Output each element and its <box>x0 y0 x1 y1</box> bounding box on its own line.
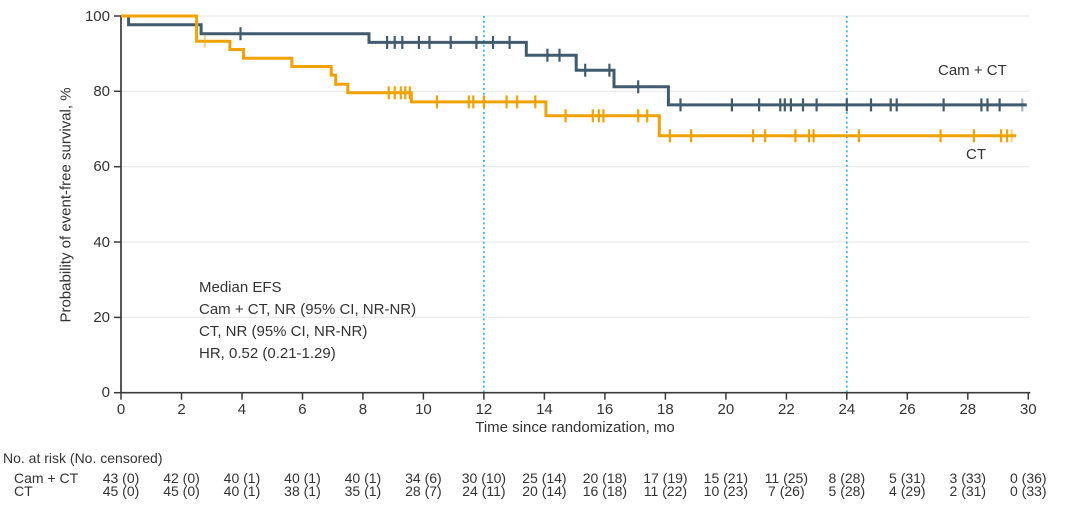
annotation-line-cam-ct: Cam + CT, NR (95% CI, NR-NR) <box>199 301 417 318</box>
y-tick-label-40: 40 <box>93 233 110 251</box>
risk-row-label-ct: CT <box>14 483 33 499</box>
km-curve-ct <box>121 14 1017 138</box>
x-tick-label-2: 2 <box>177 401 186 418</box>
risk-value-cam-ct-22mo: 11 (25) <box>764 470 809 486</box>
km-curve-cam-ct <box>121 14 1027 107</box>
x-tick-label-28: 28 <box>959 401 977 418</box>
x-tick-label-30: 30 <box>1019 401 1037 418</box>
risk-value-cam-ct-0mo: 43 (0) <box>102 470 140 486</box>
x-tick-label-10: 10 <box>415 401 432 418</box>
x-tick-label-18: 18 <box>657 401 674 418</box>
risk-value-ct-4mo: 40 (1) <box>223 483 261 499</box>
risk-value-ct-28mo: 2 (31) <box>949 483 987 499</box>
risk-value-cam-ct-10mo: 34 (6) <box>405 470 442 486</box>
annotation-line-median-efs: Median EFS <box>199 279 282 296</box>
risk-value-cam-ct-4mo: 40 (1) <box>223 470 261 486</box>
x-tick-label-16: 16 <box>596 401 614 418</box>
risk-value-cam-ct-28mo: 3 (33) <box>949 470 987 486</box>
risk-value-cam-ct-16mo: 20 (18) <box>582 470 628 486</box>
curve-label-ct: CT <box>966 146 986 163</box>
risk-value-cam-ct-18mo: 17 (19) <box>643 470 688 486</box>
y-axis-title: Probability of event-free survival, % <box>57 87 75 323</box>
risk-value-cam-ct-14mo: 25 (14) <box>522 470 567 486</box>
x-tick-label-20: 20 <box>717 401 735 418</box>
risk-value-ct-6mo: 38 (1) <box>284 483 321 499</box>
x-tick-label-26: 26 <box>898 401 916 418</box>
risk-value-ct-24mo: 5 (28) <box>828 483 866 499</box>
curve-label-cam-ct: Cam + CT <box>938 62 1007 79</box>
risk-value-ct-16mo: 16 (18) <box>582 483 628 499</box>
risk-value-ct-2mo: 45 (0) <box>163 483 200 499</box>
risk-value-ct-10mo: 28 (7) <box>405 483 442 499</box>
risk-value-ct-20mo: 10 (23) <box>703 483 749 499</box>
x-tick-label-6: 6 <box>298 401 307 418</box>
y-tick-label-100: 100 <box>84 7 110 25</box>
x-tick-label-0: 0 <box>116 401 126 418</box>
risk-value-cam-ct-20mo: 15 (21) <box>703 470 749 486</box>
risk-value-ct-22mo: 7 (26) <box>768 483 805 499</box>
risk-value-cam-ct-12mo: 30 (10) <box>461 470 507 486</box>
risk-value-ct-8mo: 35 (1) <box>344 483 382 499</box>
x-tick-label-24: 24 <box>838 401 856 418</box>
risk-value-cam-ct-24mo: 8 (28) <box>828 470 866 486</box>
x-tick-label-8: 8 <box>358 401 368 418</box>
risk-row-label-cam-ct: Cam + CT <box>14 470 79 486</box>
y-tick-label-0: 0 <box>101 384 110 402</box>
x-axis-title: Time since randomization, mo <box>475 419 675 436</box>
x-tick-label-4: 4 <box>237 401 247 418</box>
x-tick-label-22: 22 <box>778 401 795 418</box>
x-tick-label-14: 14 <box>536 401 553 418</box>
x-tick-label-12: 12 <box>475 401 493 418</box>
annotation-line-hr: HR, 0.52 (0.21-1.29) <box>199 345 336 362</box>
y-tick-label-60: 60 <box>93 158 110 176</box>
risk-value-cam-ct-2mo: 42 (0) <box>163 470 200 486</box>
y-tick-label-20: 20 <box>93 308 110 326</box>
risk-table-header: No. at risk (No. censored) <box>3 450 163 466</box>
risk-value-cam-ct-26mo: 5 (31) <box>889 470 926 486</box>
risk-value-cam-ct-6mo: 40 (1) <box>284 470 321 486</box>
median-efs-annotation: Median EFS Cam + CT, NR (95% CI, NR-NR) … <box>199 277 416 365</box>
annotation-line-ct: CT, NR (95% CI, NR-NR) <box>199 323 368 340</box>
risk-value-ct-0mo: 45 (0) <box>102 483 140 499</box>
risk-value-ct-26mo: 4 (29) <box>889 483 926 499</box>
risk-value-ct-14mo: 20 (14) <box>522 483 567 499</box>
risk-value-cam-ct-8mo: 40 (1) <box>344 470 382 486</box>
risk-value-cam-ct-30mo: 0 (36) <box>1010 470 1047 486</box>
risk-value-ct-30mo: 0 (33) <box>1010 483 1047 499</box>
y-tick-label-80: 80 <box>93 82 110 100</box>
km-plot-canvas <box>114 14 1031 400</box>
risk-value-ct-18mo: 11 (22) <box>643 483 688 499</box>
risk-value-ct-12mo: 24 (11) <box>462 483 506 499</box>
